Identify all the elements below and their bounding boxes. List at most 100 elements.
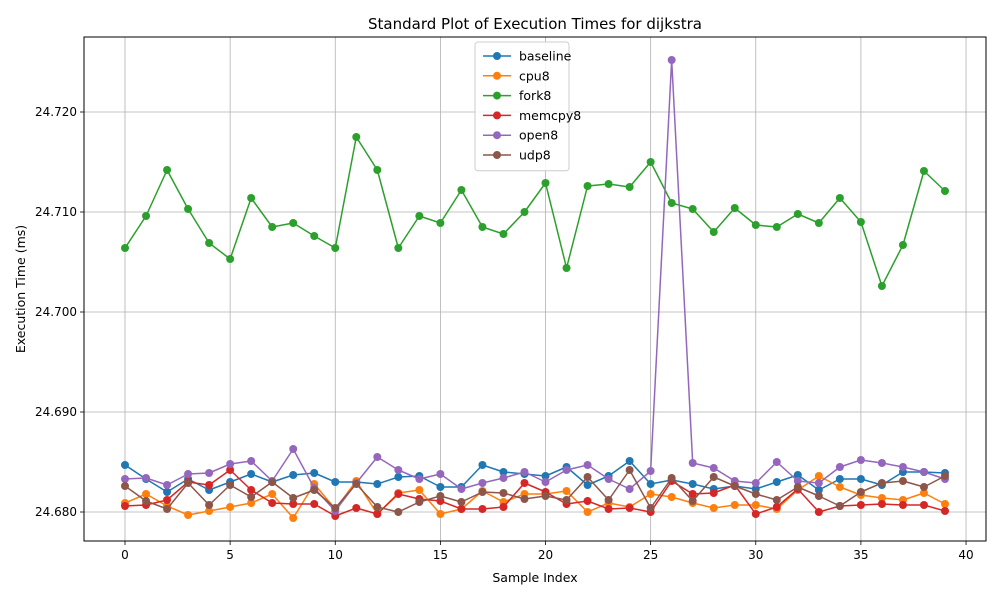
data-point [919, 501, 928, 509]
data-point [520, 208, 529, 216]
data-point [835, 194, 844, 202]
x-tick-label: 5 [226, 548, 234, 562]
data-point [142, 212, 151, 220]
data-point [856, 456, 865, 464]
data-point [583, 481, 592, 489]
series-line-udp8 [124, 469, 946, 513]
data-point [562, 264, 571, 272]
data-point [163, 488, 172, 496]
legend-item-cpu8: cpu8 [483, 68, 550, 83]
data-point [814, 472, 823, 480]
data-point [352, 504, 361, 512]
y-tick-label: 24.710 [35, 205, 77, 219]
data-point [331, 504, 340, 512]
x-tick-label: 25 [643, 548, 658, 562]
legend: baseline cpu8 fork8 memcpy8 open8 udp8 [474, 41, 581, 172]
data-point [142, 497, 151, 505]
data-point [646, 467, 655, 475]
data-point [625, 466, 634, 474]
data-point [520, 468, 529, 476]
data-point [541, 472, 550, 480]
legend-marker [493, 91, 501, 100]
data-point [583, 497, 592, 505]
data-point [877, 282, 886, 290]
data-point [457, 505, 466, 513]
data-point [394, 466, 403, 474]
legend-item-memcpy8: memcpy8 [483, 108, 581, 123]
data-point [268, 490, 277, 498]
data-point [184, 479, 193, 487]
data-point [541, 179, 550, 187]
x-tick-label: 30 [748, 548, 763, 562]
legend-marker [493, 52, 501, 60]
data-point [625, 485, 634, 493]
legend-label: cpu8 [519, 68, 550, 83]
data-point [247, 493, 256, 501]
data-point [751, 479, 760, 487]
data-point [457, 498, 466, 506]
data-point [184, 511, 193, 519]
data-point [121, 475, 129, 483]
data-point [814, 492, 823, 500]
data-point [205, 507, 214, 515]
data-point [898, 463, 907, 471]
data-point [520, 495, 529, 503]
y-tick-label: 24.680 [35, 505, 77, 519]
data-point [667, 474, 676, 482]
data-point [772, 223, 781, 231]
data-point [268, 478, 277, 486]
data-point [394, 473, 403, 481]
series-line-open8 [124, 59, 946, 512]
data-point [583, 473, 592, 481]
data-point [856, 475, 865, 483]
data-point [226, 466, 235, 474]
data-point [478, 505, 487, 513]
data-point [898, 477, 907, 485]
data-point [709, 504, 718, 512]
data-point [919, 483, 928, 491]
data-point [310, 500, 319, 508]
data-point [226, 481, 235, 489]
data-point [142, 490, 151, 498]
data-point [289, 445, 298, 453]
data-point [835, 483, 844, 491]
data-point [562, 487, 571, 495]
x-tick-label: 35 [853, 548, 868, 562]
data-point [898, 501, 907, 509]
data-point [121, 244, 129, 252]
x-tick-label: 15 [433, 548, 448, 562]
data-point [604, 505, 613, 513]
data-point [289, 500, 298, 508]
data-point [541, 492, 550, 500]
data-point [373, 480, 382, 488]
data-point [814, 479, 823, 487]
y-tick-label: 24.720 [35, 105, 77, 119]
data-point [478, 488, 487, 496]
legend-label: fork8 [519, 88, 551, 103]
data-point [499, 503, 508, 511]
data-point [772, 478, 781, 486]
series-line-cpu8 [124, 475, 946, 519]
data-point [751, 510, 760, 518]
data-point [163, 481, 172, 489]
data-point [415, 475, 424, 483]
data-point [415, 498, 424, 506]
data-point [352, 480, 361, 488]
data-point [121, 502, 129, 510]
data-point [919, 468, 928, 476]
legend-marker [493, 151, 501, 159]
data-point [499, 468, 508, 476]
data-point [856, 501, 865, 509]
x-tick-label: 0 [121, 548, 129, 562]
data-point [941, 500, 949, 508]
data-point [394, 508, 403, 516]
data-point [814, 508, 823, 516]
legend-marker [493, 131, 501, 140]
data-point [268, 223, 277, 231]
series-line-fork8 [124, 136, 946, 287]
data-point [730, 501, 739, 509]
data-point [373, 503, 382, 511]
data-point [772, 503, 781, 511]
data-point [814, 486, 823, 494]
data-point [436, 492, 445, 500]
